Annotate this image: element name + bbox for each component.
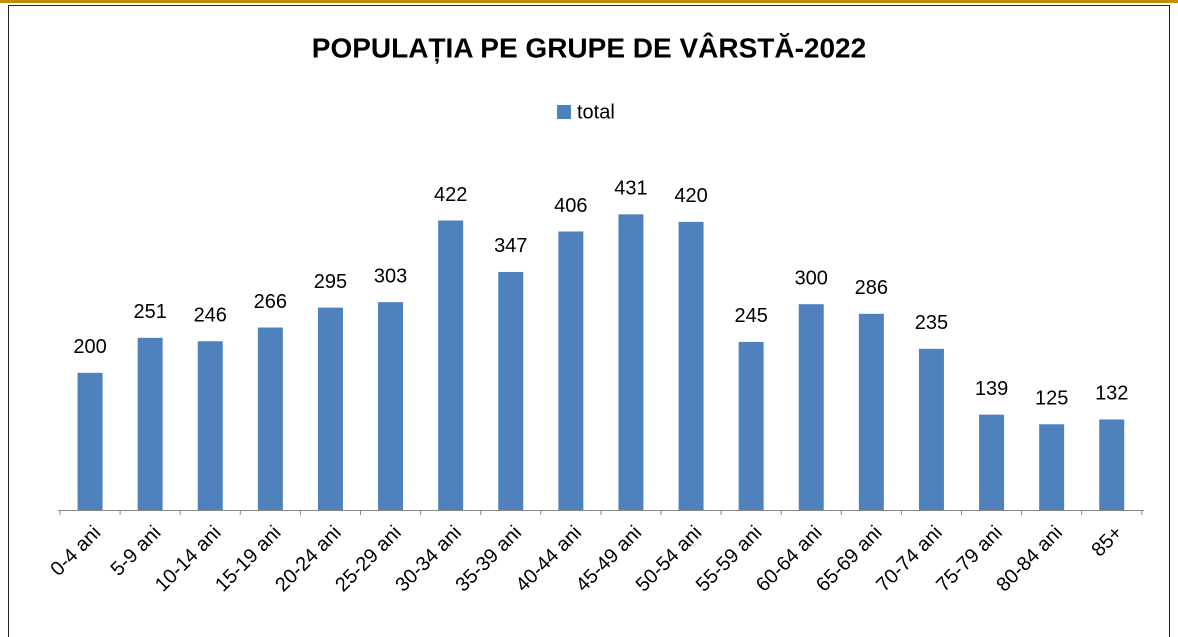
data-label: 303 [374, 265, 407, 287]
data-label: 139 [975, 378, 1008, 400]
data-label: 406 [554, 195, 587, 217]
data-label: 246 [194, 305, 227, 327]
legend-swatch [557, 105, 571, 119]
bar [317, 307, 343, 510]
data-label: 347 [494, 235, 527, 257]
data-label: 300 [795, 267, 828, 289]
bar [77, 372, 103, 510]
data-label: 132 [1095, 383, 1128, 405]
data-label: 431 [614, 178, 647, 200]
bar [1039, 424, 1065, 510]
bar [798, 304, 824, 510]
bar [618, 214, 644, 511]
bar [678, 221, 704, 510]
data-label: 286 [855, 277, 888, 299]
chart-title: POPULAȚIA PE GRUPE DE VÂRSTĂ-2022 [312, 32, 866, 63]
bar [558, 231, 584, 510]
data-label: 422 [434, 184, 467, 206]
data-label: 266 [254, 291, 287, 313]
bar [257, 327, 283, 510]
bar [137, 337, 163, 510]
bar [197, 341, 223, 510]
bar [438, 220, 464, 510]
bar [378, 302, 404, 510]
bar [498, 271, 524, 510]
data-label: 235 [915, 312, 948, 334]
data-label: 295 [314, 271, 347, 293]
bar [738, 341, 764, 510]
legend-label: total [577, 101, 615, 123]
bar [979, 414, 1005, 510]
bar [1099, 419, 1125, 510]
bar [918, 348, 944, 510]
data-label: 245 [734, 305, 767, 327]
data-label: 251 [133, 301, 166, 323]
data-label: 125 [1035, 388, 1068, 410]
data-label: 200 [73, 336, 106, 358]
data-label: 420 [674, 185, 707, 207]
bar [858, 313, 884, 510]
chart-frame [8, 5, 1170, 637]
